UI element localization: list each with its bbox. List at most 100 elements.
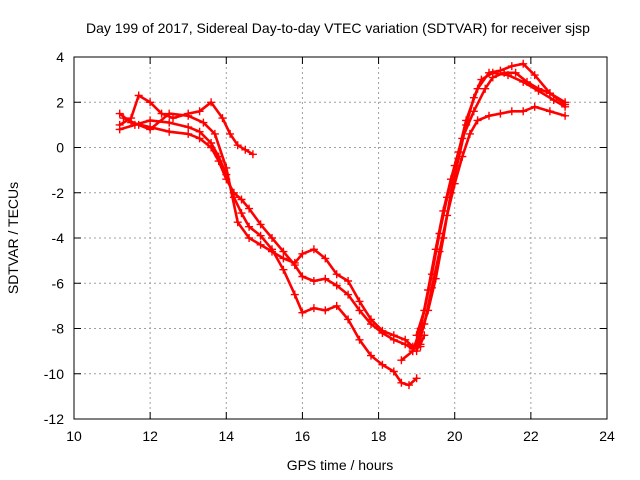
series-track-6	[408, 59, 570, 356]
data-point	[195, 134, 204, 143]
data-point	[321, 254, 330, 263]
data-point	[237, 195, 246, 204]
data-point	[321, 306, 330, 315]
data-point	[481, 84, 490, 93]
x-tick-label: 20	[447, 428, 463, 444]
data-point	[458, 152, 467, 161]
data-point	[496, 109, 505, 118]
data-point	[332, 270, 341, 279]
data-point	[507, 62, 516, 71]
data-point	[458, 134, 467, 143]
data-point	[245, 234, 254, 242]
data-point	[367, 315, 375, 324]
data-point	[309, 304, 318, 313]
data-point	[519, 107, 528, 116]
data-point	[511, 68, 520, 77]
data-point	[507, 107, 516, 116]
series-track-4	[119, 109, 429, 351]
x-axis-label: GPS time / hours	[287, 457, 394, 473]
data-point	[523, 77, 531, 86]
x-tick-label: 22	[523, 428, 539, 444]
data-point	[420, 320, 429, 328]
series-line	[415, 71, 567, 337]
data-point	[545, 89, 554, 98]
x-tick-label: 10	[66, 428, 82, 444]
data-point	[367, 351, 375, 360]
data-point	[233, 218, 242, 227]
data-point	[412, 374, 421, 383]
data-point	[344, 315, 353, 324]
data-point	[184, 129, 193, 138]
data-point	[473, 116, 482, 125]
data-point	[245, 204, 254, 213]
data-point	[210, 129, 219, 138]
data-point	[279, 265, 288, 274]
x-tick-label: 14	[218, 428, 234, 444]
data-point	[545, 107, 554, 116]
data-point	[500, 68, 509, 77]
data-point	[298, 272, 307, 281]
data-point	[309, 245, 318, 254]
y-tick-label: -8	[52, 321, 65, 337]
y-tick-label: 4	[56, 49, 64, 65]
data-point	[309, 277, 318, 285]
data-point	[157, 109, 166, 118]
series-track-2	[115, 109, 425, 353]
data-point	[268, 234, 276, 242]
data-point	[397, 356, 406, 365]
data-point	[519, 59, 528, 68]
y-tick-label: 0	[56, 140, 64, 156]
data-point	[184, 111, 193, 120]
data-point	[268, 247, 276, 256]
series-line	[118, 94, 255, 156]
y-tick-label: 2	[56, 94, 64, 110]
x-tick-label: 16	[295, 428, 311, 444]
data-point	[119, 114, 128, 123]
data-point	[321, 274, 330, 283]
data-point	[344, 290, 353, 299]
data-point	[290, 290, 299, 299]
chart-title: Day 199 of 2017, Sidereal Day-to-day VTE…	[86, 20, 590, 36]
y-axis-label: SDTVAR / TECUs	[5, 182, 21, 294]
data-point	[450, 161, 459, 170]
data-point	[488, 73, 497, 82]
data-point	[465, 129, 474, 138]
data-point	[222, 163, 231, 172]
data-point	[378, 326, 387, 335]
data-point	[401, 335, 410, 344]
data-point	[412, 331, 421, 340]
data-point	[561, 98, 570, 107]
series-line	[122, 112, 426, 348]
data-point	[245, 222, 254, 231]
data-point	[473, 84, 482, 93]
data-point	[355, 335, 364, 344]
data-point	[298, 308, 307, 317]
data-point	[146, 116, 155, 125]
y-tick-label: -6	[52, 275, 65, 291]
data-point	[207, 139, 216, 147]
data-point	[199, 118, 208, 127]
x-tick-label: 12	[142, 428, 158, 444]
y-tick-label: -4	[52, 230, 65, 246]
data-point	[165, 127, 174, 136]
data-point	[389, 331, 398, 340]
data-point	[561, 111, 570, 120]
data-point	[241, 145, 250, 154]
data-point	[218, 114, 227, 123]
data-point	[485, 68, 493, 77]
data-point	[279, 247, 288, 256]
data-point	[389, 367, 398, 376]
data-point	[355, 297, 364, 306]
data-point	[469, 107, 478, 116]
data-point	[344, 277, 353, 285]
data-point	[165, 109, 174, 118]
data-point	[435, 229, 444, 238]
series-line	[411, 62, 567, 353]
data-point	[237, 209, 246, 218]
data-point	[146, 98, 155, 107]
data-point	[146, 125, 155, 134]
y-tick-label: -10	[44, 366, 64, 382]
data-point	[115, 125, 124, 134]
data-point	[233, 141, 242, 150]
